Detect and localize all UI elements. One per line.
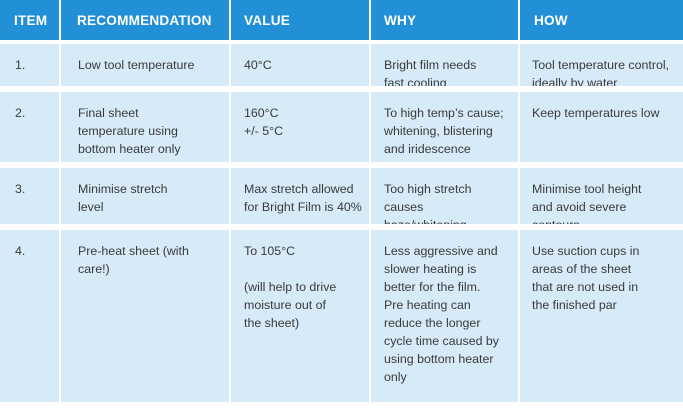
header-item: ITEM <box>0 0 61 44</box>
row-2-how: Keep temperatures low <box>520 92 683 168</box>
row-4-item: 4. <box>0 230 61 402</box>
row-3-value: Max stretch allowed for Bright Film is 4… <box>231 168 371 230</box>
row-3-recommendation: Minimise stretch level <box>61 168 231 230</box>
row-1-item: 1. <box>0 44 61 92</box>
header-how: HOW <box>520 0 683 44</box>
row-3-why: Too high stretch causes haze/whitening <box>371 168 520 230</box>
row-3-item: 3. <box>0 168 61 230</box>
row-1-why: Bright film needs fast cooling <box>371 44 520 92</box>
row-4-why: Less aggressive and slower heating is be… <box>371 230 520 402</box>
row-2-why: To high temp’s cause; whitening, blister… <box>371 92 520 168</box>
row-3-how: Minimise tool height and avoid severe co… <box>520 168 683 230</box>
header-why: WHY <box>371 0 520 44</box>
row-2-recommendation: Final sheet temperature using bottom hea… <box>61 92 231 168</box>
row-2-item: 2. <box>0 92 61 168</box>
row-4-how: Use suction cups in areas of the sheet t… <box>520 230 683 402</box>
row-4-value: To 105°C (will help to drive moisture ou… <box>231 230 371 402</box>
row-2-value: 160°C +/- 5°C <box>231 92 371 168</box>
row-4-recommendation: Pre-heat sheet (with care!) <box>61 230 231 402</box>
row-1-how: Tool temperature control, ideally by wat… <box>520 44 683 92</box>
row-1-value: 40°C <box>231 44 371 92</box>
row-1-recommendation: Low tool temperature <box>61 44 231 92</box>
header-recommendation: RECOMMENDATION <box>61 0 231 44</box>
header-value: VALUE <box>231 0 371 44</box>
